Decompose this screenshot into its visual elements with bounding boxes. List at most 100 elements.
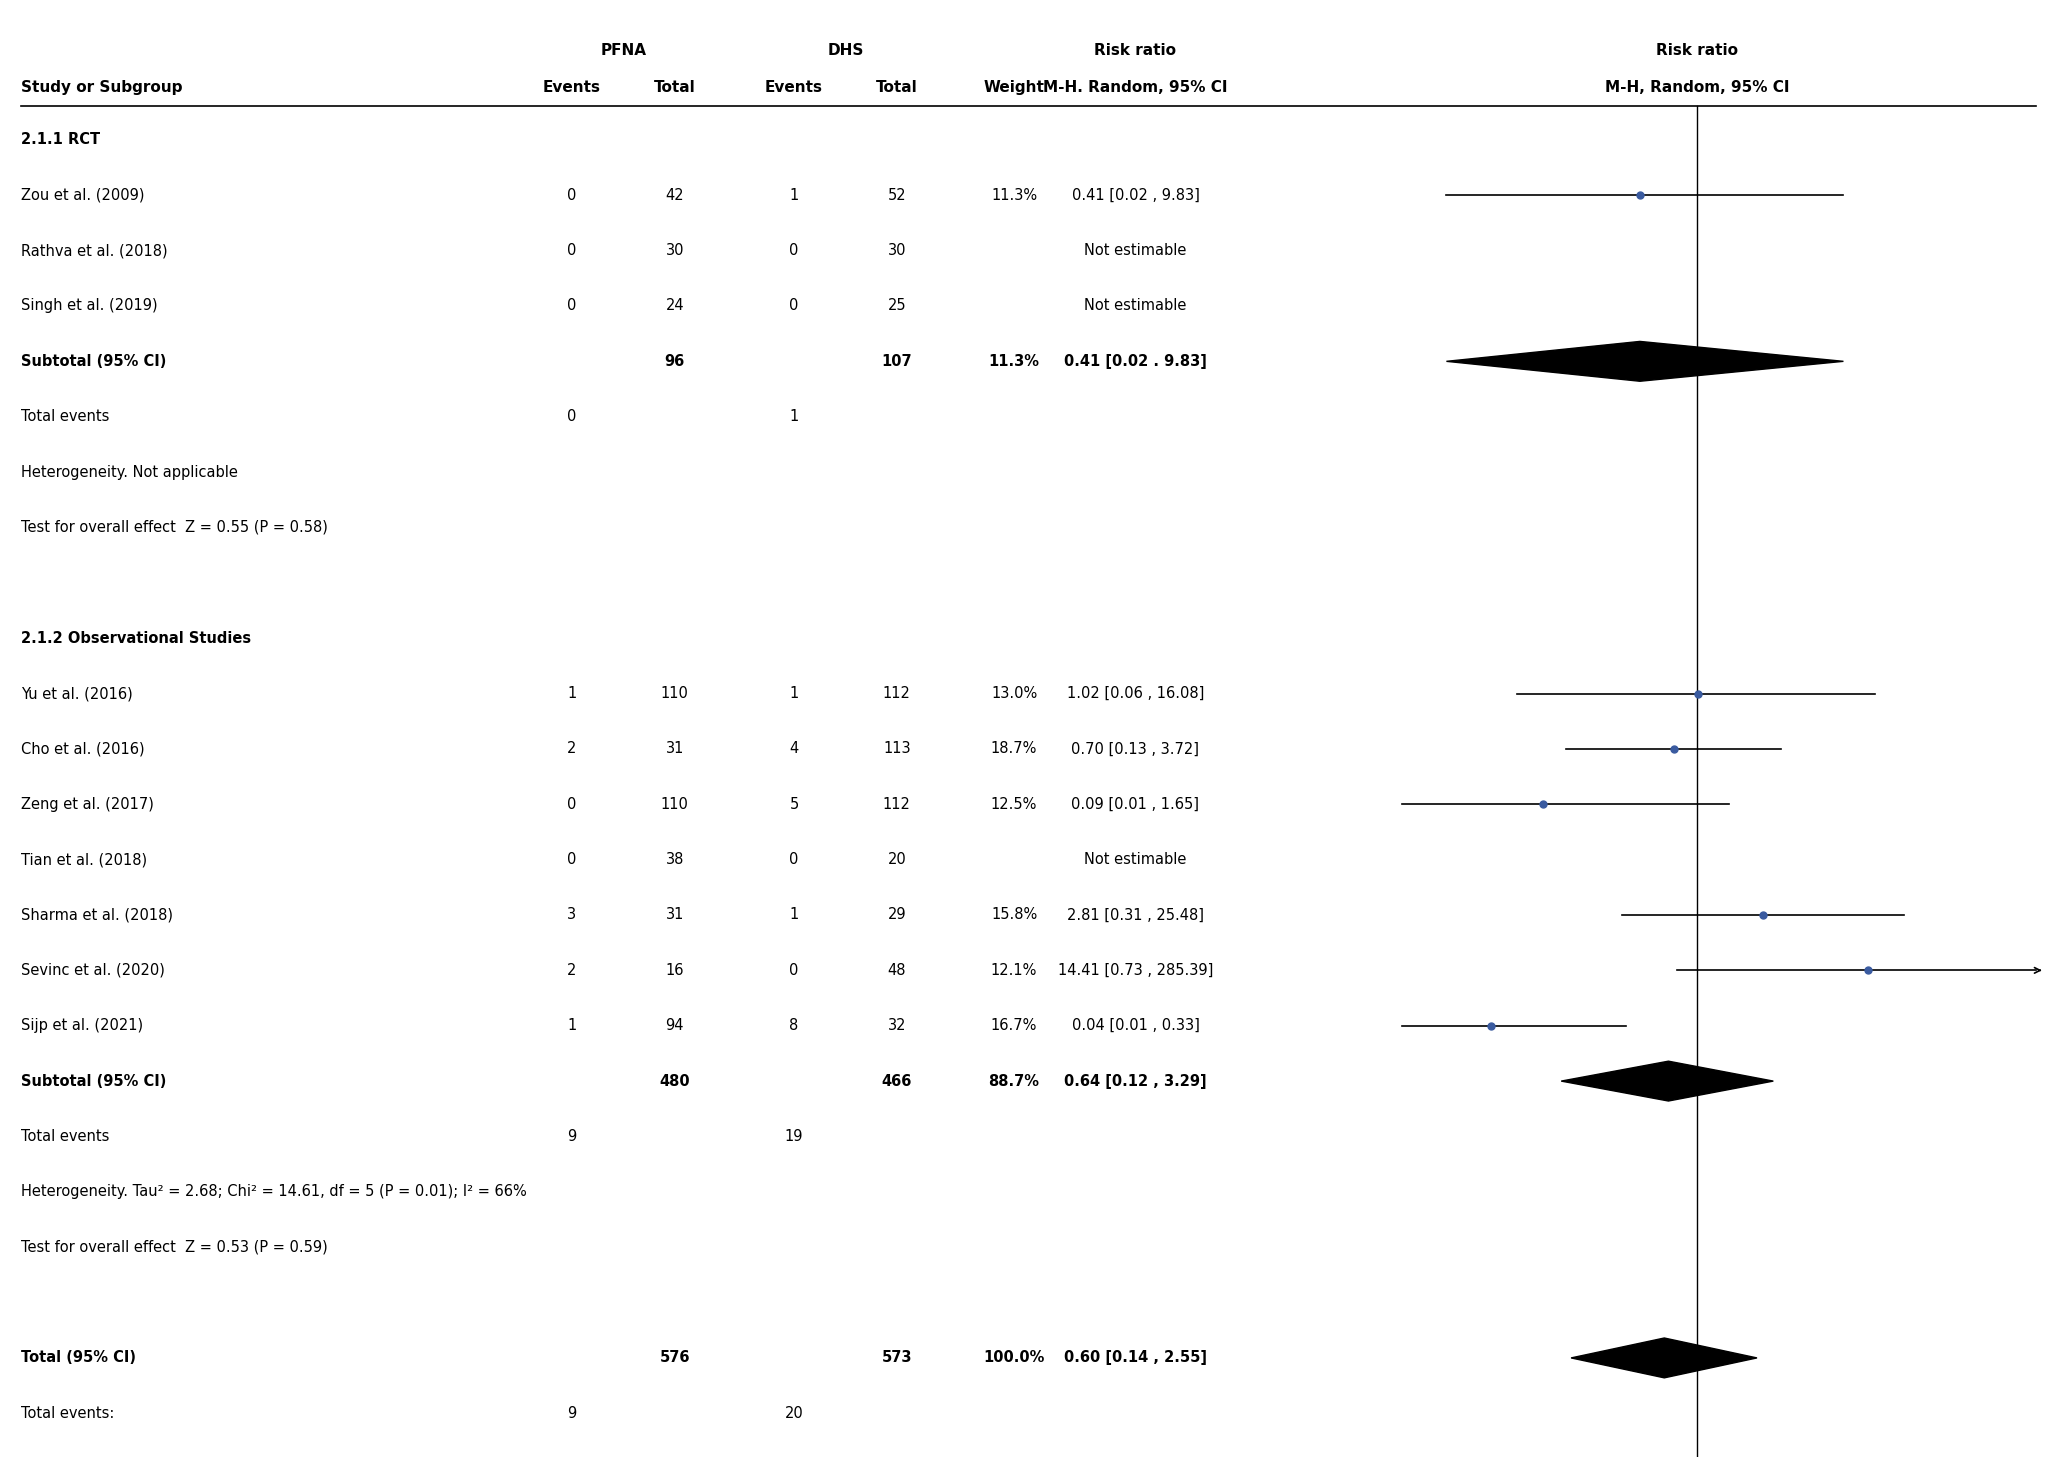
Text: 31: 31	[666, 742, 683, 756]
Text: 0: 0	[568, 243, 576, 258]
Text: 12.5%: 12.5%	[991, 797, 1037, 812]
Text: 113: 113	[882, 742, 911, 756]
Text: 18.7%: 18.7%	[991, 742, 1037, 756]
Text: 110: 110	[660, 686, 689, 701]
Polygon shape	[1572, 1338, 1757, 1378]
Text: 0: 0	[568, 299, 576, 313]
Text: 20: 20	[887, 852, 907, 867]
Text: Not estimable: Not estimable	[1084, 243, 1187, 258]
Text: Heterogeneity. Tau² = 2.68; Chi² = 14.61, df = 5 (P = 0.01); I² = 66%: Heterogeneity. Tau² = 2.68; Chi² = 14.61…	[21, 1185, 527, 1199]
Text: 88.7%: 88.7%	[989, 1074, 1039, 1088]
Text: 14.41 [0.73 , 285.39]: 14.41 [0.73 , 285.39]	[1057, 963, 1214, 978]
Text: PFNA: PFNA	[601, 44, 646, 58]
Polygon shape	[1446, 341, 1843, 382]
Text: 0: 0	[568, 409, 576, 424]
Text: 0: 0	[568, 797, 576, 812]
Text: 0: 0	[568, 188, 576, 203]
Text: 2: 2	[568, 742, 576, 756]
Text: 0.64 [0.12 , 3.29]: 0.64 [0.12 , 3.29]	[1063, 1074, 1207, 1088]
Text: 3: 3	[568, 908, 576, 922]
Text: Total events:: Total events:	[21, 1406, 113, 1421]
Text: 1: 1	[568, 1018, 576, 1033]
Text: 1: 1	[790, 908, 798, 922]
Text: 32: 32	[889, 1018, 905, 1033]
Text: 94: 94	[666, 1018, 683, 1033]
Text: 1.02 [0.06 , 16.08]: 1.02 [0.06 , 16.08]	[1068, 686, 1203, 701]
Text: Zou et al. (2009): Zou et al. (2009)	[21, 188, 144, 203]
Text: 29: 29	[887, 908, 907, 922]
Text: 8: 8	[790, 1018, 798, 1033]
Text: 16: 16	[666, 963, 683, 978]
Text: Subtotal (95% CI): Subtotal (95% CI)	[21, 1074, 167, 1088]
Text: 107: 107	[882, 354, 911, 369]
Polygon shape	[1561, 1061, 1773, 1101]
Text: 1: 1	[790, 409, 798, 424]
Text: Sharma et al. (2018): Sharma et al. (2018)	[21, 908, 173, 922]
Text: Not estimable: Not estimable	[1084, 852, 1187, 867]
Text: 11.3%: 11.3%	[991, 188, 1037, 203]
Text: 0.70 [0.13 , 3.72]: 0.70 [0.13 , 3.72]	[1072, 742, 1199, 756]
Text: Total events: Total events	[21, 1129, 109, 1144]
Text: Tian et al. (2018): Tian et al. (2018)	[21, 852, 146, 867]
Text: 0: 0	[790, 299, 798, 313]
Text: 11.3%: 11.3%	[989, 354, 1039, 369]
Text: 0: 0	[568, 852, 576, 867]
Text: 16.7%: 16.7%	[991, 1018, 1037, 1033]
Text: 0: 0	[790, 243, 798, 258]
Text: 24: 24	[664, 299, 685, 313]
Text: Singh et al. (2019): Singh et al. (2019)	[21, 299, 156, 313]
Text: Total: Total	[876, 80, 917, 95]
Text: Test for overall effect  Z = 0.55 (P = 0.58): Test for overall effect Z = 0.55 (P = 0.…	[21, 520, 327, 535]
Text: 112: 112	[882, 686, 911, 701]
Text: 1: 1	[568, 686, 576, 701]
Text: 0.09 [0.01 , 1.65]: 0.09 [0.01 , 1.65]	[1072, 797, 1199, 812]
Text: Yu et al. (2016): Yu et al. (2016)	[21, 686, 132, 701]
Text: 2.1.2 Observational Studies: 2.1.2 Observational Studies	[21, 631, 251, 645]
Text: Events: Events	[765, 80, 823, 95]
Text: 9: 9	[568, 1406, 576, 1421]
Text: 20: 20	[784, 1406, 804, 1421]
Text: Sevinc et al. (2020): Sevinc et al. (2020)	[21, 963, 165, 978]
Text: 0.60 [0.14 , 2.55]: 0.60 [0.14 , 2.55]	[1063, 1351, 1207, 1365]
Text: 1: 1	[790, 686, 798, 701]
Text: 13.0%: 13.0%	[991, 686, 1037, 701]
Text: 96: 96	[664, 354, 685, 369]
Text: Total: Total	[654, 80, 695, 95]
Text: Weight: Weight	[983, 80, 1045, 95]
Text: Heterogeneity. Not applicable: Heterogeneity. Not applicable	[21, 465, 237, 479]
Text: 38: 38	[666, 852, 683, 867]
Text: Risk ratio: Risk ratio	[1094, 44, 1177, 58]
Text: 0.41 [0.02 . 9.83]: 0.41 [0.02 . 9.83]	[1063, 354, 1207, 369]
Text: 9: 9	[568, 1129, 576, 1144]
Text: 5: 5	[790, 797, 798, 812]
Text: 30: 30	[889, 243, 905, 258]
Text: Total (95% CI): Total (95% CI)	[21, 1351, 136, 1365]
Text: 12.1%: 12.1%	[991, 963, 1037, 978]
Text: 30: 30	[666, 243, 683, 258]
Text: M-H, Random, 95% CI: M-H, Random, 95% CI	[1604, 80, 1790, 95]
Text: Not estimable: Not estimable	[1084, 299, 1187, 313]
Text: 31: 31	[666, 908, 683, 922]
Text: Sijp et al. (2021): Sijp et al. (2021)	[21, 1018, 142, 1033]
Text: Study or Subgroup: Study or Subgroup	[21, 80, 183, 95]
Text: Rathva et al. (2018): Rathva et al. (2018)	[21, 243, 167, 258]
Text: 2.81 [0.31 , 25.48]: 2.81 [0.31 , 25.48]	[1068, 908, 1203, 922]
Text: Total events: Total events	[21, 409, 109, 424]
Text: 2: 2	[568, 963, 576, 978]
Text: 0.41 [0.02 , 9.83]: 0.41 [0.02 , 9.83]	[1072, 188, 1199, 203]
Text: 42: 42	[664, 188, 685, 203]
Text: DHS: DHS	[827, 44, 864, 58]
Text: 48: 48	[889, 963, 905, 978]
Text: 480: 480	[660, 1074, 689, 1088]
Text: Subtotal (95% CI): Subtotal (95% CI)	[21, 354, 167, 369]
Text: Zeng et al. (2017): Zeng et al. (2017)	[21, 797, 154, 812]
Text: 52: 52	[887, 188, 907, 203]
Text: 19: 19	[786, 1129, 802, 1144]
Text: 25: 25	[887, 299, 907, 313]
Text: Test for overall effect  Z = 0.53 (P = 0.59): Test for overall effect Z = 0.53 (P = 0.…	[21, 1240, 327, 1254]
Text: 4: 4	[790, 742, 798, 756]
Text: Events: Events	[543, 80, 601, 95]
Text: 112: 112	[882, 797, 911, 812]
Text: 1: 1	[790, 188, 798, 203]
Text: Risk ratio: Risk ratio	[1656, 44, 1738, 58]
